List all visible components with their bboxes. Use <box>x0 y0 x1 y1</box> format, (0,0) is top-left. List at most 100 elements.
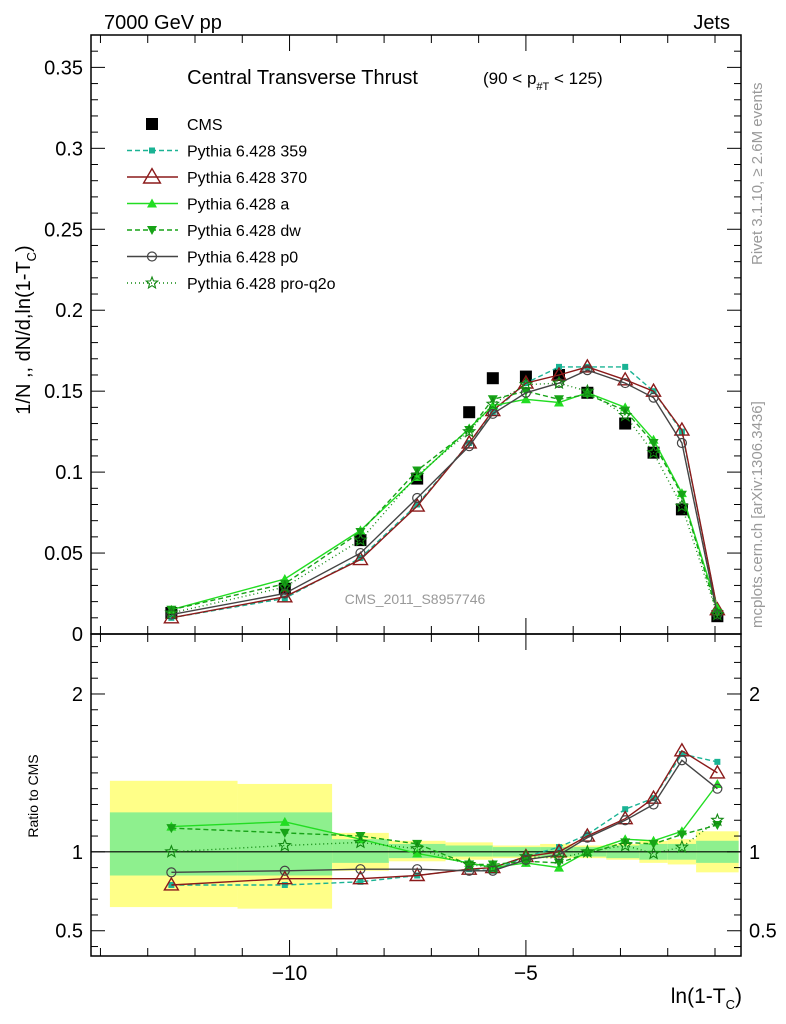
data-point <box>550 366 568 381</box>
legend-label: Pythia 6.428 370 <box>187 170 307 187</box>
ratio-point <box>166 867 177 878</box>
y-axis-label: 1/N ,, dN/d,ln(1-TC) <box>13 245 39 414</box>
ratio-point <box>412 864 423 875</box>
legend-marker <box>149 147 155 154</box>
series-line <box>171 392 719 611</box>
ratio-point <box>352 870 369 885</box>
ratio-point <box>678 750 685 757</box>
ratio-point <box>648 799 659 810</box>
ratio-frame <box>90 633 742 957</box>
ratio-point <box>551 850 567 865</box>
ratio-panel: Ratio to CMS ln(1-TC) 0.5 1 2 0.5 1 2 −10 −5 <box>25 35 777 1012</box>
ratio-series-pythia-6-428-pro-q2o <box>164 812 725 874</box>
ratio-point <box>485 860 500 874</box>
series-pythia-6-428-p0 <box>166 365 723 620</box>
ratio-bands <box>109 780 739 909</box>
legend-marker <box>146 251 158 262</box>
legend-item-pythia-6-428-dw: Pythia 6.428 dw <box>127 223 301 240</box>
data-point <box>489 409 496 416</box>
legend-label: Pythia 6.428 dw <box>187 223 301 240</box>
ratio-point <box>279 816 290 826</box>
legend-marker <box>142 167 162 184</box>
data-point <box>580 383 595 398</box>
data-point <box>520 394 531 404</box>
data-point <box>164 605 179 620</box>
data-point <box>414 501 421 508</box>
legend-label: Pythia 6.428 a <box>187 197 289 214</box>
series-pythia-6-428-370 <box>163 358 726 624</box>
data-point <box>166 609 177 620</box>
legend-marker <box>144 275 160 290</box>
series-pythia-6-428-pro-q2o <box>164 375 725 621</box>
series-cms <box>165 368 724 623</box>
xtick-label: −10 <box>272 962 308 985</box>
ratio-point <box>487 860 498 870</box>
data-point <box>462 424 477 438</box>
ratio-point <box>164 844 179 858</box>
ratio-ytick-label: 0.5 <box>55 921 83 943</box>
ratio-line <box>171 749 718 886</box>
data-point <box>648 438 659 448</box>
series-pythia-6-428-dw <box>166 387 723 618</box>
data-point <box>676 490 687 500</box>
ratio-point <box>487 865 498 876</box>
ratio-point <box>464 865 475 876</box>
ratio-point <box>276 870 294 885</box>
data-point <box>579 358 596 373</box>
data-point <box>673 421 691 436</box>
ratio-point <box>648 839 659 849</box>
ratio-ytick-label-right: 2 <box>749 684 760 706</box>
data-point <box>520 387 532 398</box>
legend-item-cms: CMS <box>146 117 223 134</box>
ratio-point <box>712 783 723 794</box>
series-line <box>171 366 719 619</box>
ratio-point <box>556 844 562 851</box>
data-point <box>464 441 475 452</box>
legend-label: Pythia 6.428 pro-q2o <box>187 276 336 293</box>
band-green-2 <box>332 839 389 863</box>
main-ytick-label: 0.15 <box>44 381 83 403</box>
data-point <box>620 377 631 389</box>
legend-label: CMS <box>187 117 223 134</box>
data-point <box>487 400 498 410</box>
series-line <box>171 369 719 616</box>
ratio-point <box>408 867 426 882</box>
data-point <box>616 371 634 386</box>
ratio-point <box>277 837 292 852</box>
data-point <box>408 497 426 512</box>
data-point <box>582 365 593 376</box>
data-point <box>487 408 498 419</box>
data-point <box>674 498 690 513</box>
legend-item-pythia-6-428-pro-q2o: Pythia 6.428 pro-q2o <box>127 275 336 293</box>
main-title: Central Transverse Thrust <box>187 67 418 89</box>
ratio-point <box>518 849 534 863</box>
ratio-point <box>620 838 631 848</box>
ratio-point <box>676 830 687 840</box>
ratio-point <box>279 865 290 876</box>
series-pythia-6-428-a <box>166 387 723 614</box>
data-point <box>353 532 368 547</box>
ratio-point <box>520 854 532 865</box>
data-point <box>620 406 631 416</box>
ratio-point <box>710 812 725 827</box>
ratio-point <box>714 758 721 765</box>
watermark: CMS_2011_S8957746 <box>345 591 486 607</box>
data-point <box>518 377 534 391</box>
ratio-point <box>674 839 690 854</box>
data-point <box>622 363 629 370</box>
ratio-point <box>462 857 477 871</box>
data-point <box>551 375 567 390</box>
main-ytick-label: 0.3 <box>55 138 83 160</box>
data-point <box>279 579 290 589</box>
data-point <box>464 426 475 436</box>
ratio-point <box>279 828 290 838</box>
legend-label: Pythia 6.428 359 <box>187 144 307 161</box>
ratio-point <box>410 841 425 855</box>
series-line <box>171 366 719 619</box>
legend: CMS Pythia 6.428 359 Pythia 6.428 370 Pythi… <box>127 117 336 293</box>
data-point <box>554 395 564 405</box>
main-ytick-label: 0.1 <box>55 462 83 484</box>
ratio-point <box>353 834 368 849</box>
data-point <box>646 445 661 459</box>
data-point <box>412 492 423 504</box>
